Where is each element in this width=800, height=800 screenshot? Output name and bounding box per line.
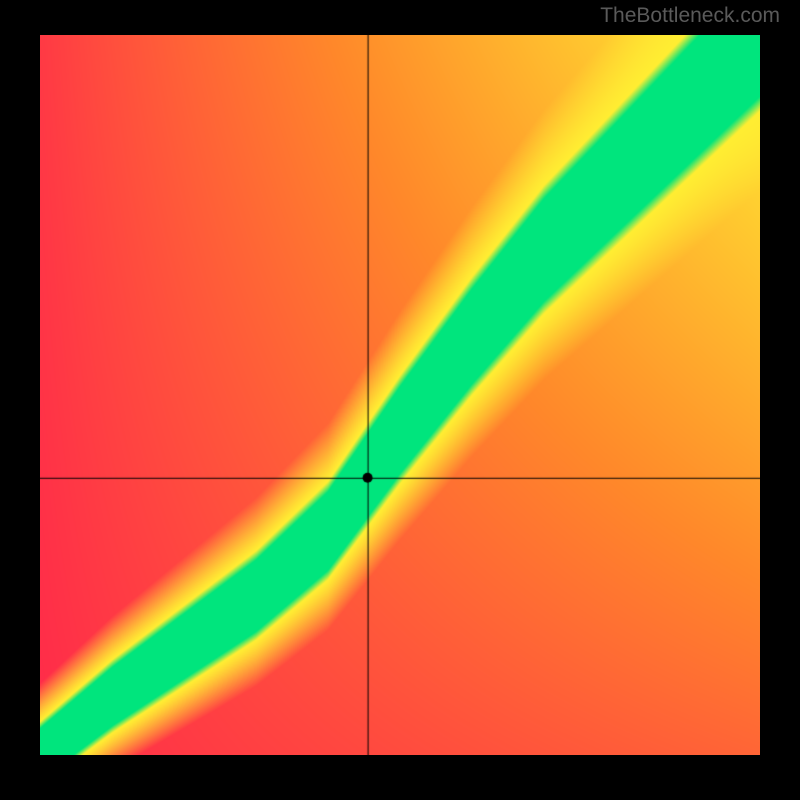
attribution-text: TheBottleneck.com xyxy=(600,4,780,28)
plot-area xyxy=(40,35,760,755)
chart-container: TheBottleneck.com xyxy=(0,0,800,800)
heatmap-canvas xyxy=(40,35,760,755)
